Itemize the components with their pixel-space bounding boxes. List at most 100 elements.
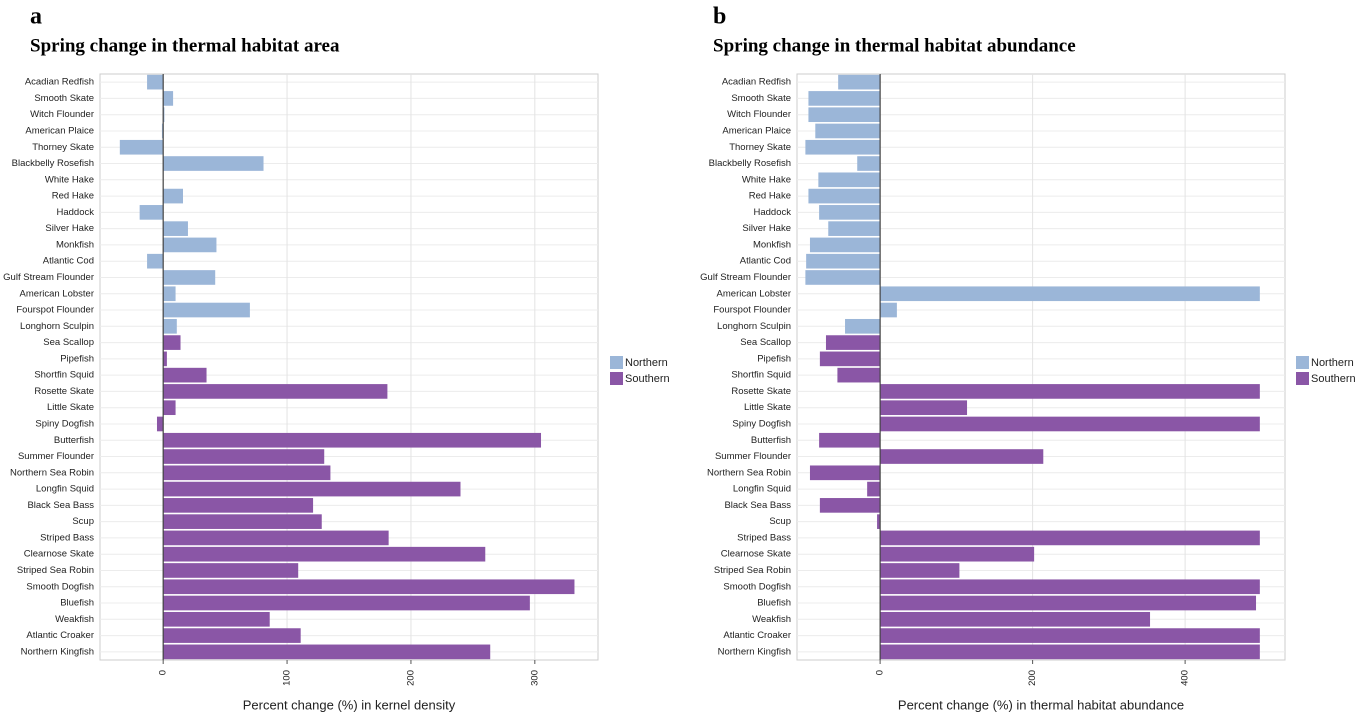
category-label: Striped Sea Robin [17,565,94,576]
category-label: American Lobster [717,288,791,299]
category-label: Gulf Stream Flounder [3,272,94,283]
category-label: Acadian Redfish [25,77,94,88]
category-label: Thorney Skate [32,142,94,153]
bar [163,221,188,236]
bar [139,205,164,220]
category-label: Rosette Skate [34,386,94,397]
category-label: Little Skate [47,402,94,413]
bar [805,139,881,155]
legend-label: Southern [1311,373,1356,385]
bar [818,172,881,188]
bar [805,270,881,285]
chart-title: Spring change in thermal habitat area [30,35,340,56]
legend-swatch [1296,356,1309,369]
category-label: Haddock [57,207,95,218]
legend-swatch [610,372,623,385]
bar [837,367,881,383]
bar [880,563,960,578]
category-label: Red Hake [52,191,94,202]
category-label: American Lobster [20,288,94,299]
category-label: Weakfish [55,614,94,625]
bar [880,530,1260,546]
category-label: Red Hake [749,191,791,202]
bar [880,595,1257,611]
category-label: Shortfin Squid [731,370,791,381]
bar [163,498,314,513]
category-label: Atlantic Croaker [26,630,94,641]
category-label: Smooth Skate [731,93,791,104]
bar [163,156,264,171]
category-label: Bluefish [60,598,94,609]
category-label: Gulf Stream Flounder [700,272,791,283]
category-label: Longfin Squid [36,484,94,495]
chart-title: Spring change in thermal habitat abundan… [713,35,1076,56]
bar [163,400,176,416]
x-axis-label: Percent change (%) in kernel density [243,697,456,712]
category-label: American Plaice [722,125,791,136]
bar [880,611,1151,627]
bar [857,156,881,171]
category-label: Silver Hake [45,223,94,234]
bar [806,253,881,269]
category-label: Northern Kingfish [718,646,791,657]
category-label: Northern Sea Robin [10,467,94,478]
category-label: Longhorn Sculpin [20,321,94,332]
x-tick-label: 0 [158,670,169,675]
bar [808,188,881,204]
category-label: Weakfish [752,614,791,625]
bar [163,644,491,660]
bar [819,498,881,513]
bar [880,416,1260,432]
category-label: Pipefish [757,353,791,364]
bar [163,270,216,285]
bar [880,302,897,318]
bar [163,449,325,464]
bar [163,286,176,302]
category-label: Smooth Dogfish [723,581,791,592]
category-label: Smooth Dogfish [26,581,94,592]
bar [163,481,461,497]
bar [880,546,1035,562]
bar [163,465,331,481]
category-label: Atlantic Croaker [723,630,791,641]
plot-area [99,73,599,661]
category-label: Blackbelly Rosefish [12,158,94,169]
bar [880,384,1260,399]
bar [163,595,530,611]
bar [880,400,968,416]
category-label: Monkfish [753,239,791,250]
bar [880,644,1260,660]
bar [838,74,881,90]
bar [867,481,881,497]
category-label: Thorney Skate [729,142,791,153]
bar [880,579,1260,595]
category-label: Blackbelly Rosefish [709,158,791,169]
category-label: Scup [769,516,791,527]
plot-area [796,73,1286,661]
category-label: White Hake [45,174,94,185]
category-label: White Hake [742,174,791,185]
category-label: Sea Scallop [43,337,94,348]
legend-label: Northern [1311,357,1354,369]
bar [163,579,575,595]
bar [163,335,181,350]
category-label: Clearnose Skate [24,549,94,560]
category-label: Rosette Skate [731,386,791,397]
category-label: Silver Hake [742,223,791,234]
bar [819,351,881,367]
category-label: American Plaice [25,125,94,136]
category-label: Fourspot Flounder [713,305,791,316]
panel-label: a [30,4,42,30]
bar [809,465,881,481]
category-label: Clearnose Skate [721,549,791,560]
x-tick-label: 300 [529,670,540,686]
category-label: Summer Flounder [18,451,94,462]
x-tick-label: 100 [282,670,293,686]
x-tick-label: 200 [1027,670,1038,686]
category-label: Northern Kingfish [21,646,94,657]
category-label: Northern Sea Robin [707,467,791,478]
bar [163,628,301,643]
category-label: Haddock [754,207,792,218]
